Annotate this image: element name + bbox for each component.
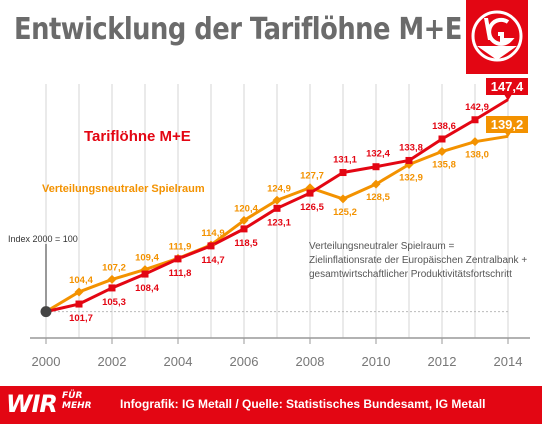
data-label: 138,6 [432,121,456,132]
data-label: 111,8 [169,268,192,279]
x-tick-label: 2012 [428,354,457,369]
data-label: 127,7 [300,171,324,182]
data-label: 132,9 [399,172,423,183]
data-point [306,189,314,197]
legend-spielraum: Verteilungsneutraler Spielraum [42,183,205,195]
data-point [207,242,215,250]
end-label-box-spielraum [486,116,528,133]
data-point [471,116,479,124]
data-point [141,270,149,278]
data-label: 109,4 [135,253,159,264]
end-label-tarifloehne: 147,4 [491,79,524,94]
data-point [339,169,347,177]
baseline-label: Index 2000 = 100 [8,234,78,244]
data-label: 111,9 [169,241,192,252]
data-point [437,147,447,157]
data-point [239,215,249,225]
data-label: 131,1 [333,155,357,166]
data-label: 138,0 [465,150,489,161]
data-point [371,179,381,189]
data-label: 118,5 [234,238,258,249]
data-label: 142,9 [465,102,489,113]
source-credit: Infografik: IG Metall / Quelle: Statisti… [120,397,486,411]
wir-fuer-mehr-logo: WIR [6,390,58,418]
data-point [438,135,446,143]
note-line-3: gesamtwirtschaftlicher Produktivitätsfor… [309,269,512,280]
data-label: 114,7 [201,255,224,266]
x-tick-label: 2000 [32,354,61,369]
logo-chevron [477,46,517,60]
data-point [338,194,348,204]
data-point [74,287,84,297]
data-label: 125,2 [333,207,357,218]
data-label: 114,9 [201,228,224,239]
data-point [75,300,83,308]
data-label: 107,2 [102,262,126,273]
x-tick-label: 2004 [164,354,193,369]
data-label: 135,8 [432,160,456,171]
data-label: 132,4 [366,149,390,160]
data-label: 126,5 [300,202,324,213]
data-label: 120,4 [234,203,258,214]
data-point [108,284,116,292]
data-point [272,195,282,205]
wir-small-line-2: MEHR [62,401,92,411]
data-point [405,156,413,164]
wir-fuer-mehr-small: FÜR MEHR [62,391,92,411]
data-point [470,137,480,147]
data-label: 104,4 [69,275,93,286]
ig-metall-logo [466,0,528,74]
data-label: 108,4 [135,283,159,294]
x-tick-label: 2010 [362,354,391,369]
data-point [174,255,182,263]
data-label: 124,9 [267,183,291,194]
x-tick-label: 2006 [230,354,259,369]
note-line-1: Verteilungsneutraler Spielraum = [309,241,455,252]
end-label-box-tarifloehne [486,78,528,95]
data-point [273,204,281,212]
footer-bar: WIR FÜR MEHR Infografik: IG Metall / Que… [0,386,542,424]
data-label: 123,1 [267,217,291,228]
x-tick-label: 2014 [494,354,523,369]
legend-tarifloehne: Tariflöhne M+E [84,128,191,145]
data-point [107,274,117,284]
data-label: 101,7 [69,313,93,324]
x-tick-label: 2008 [296,354,325,369]
line-chart: 2000 2002 2004 2006 2008 2010 2012 2014 101,7 105… [30,78,530,369]
wir-small-line-1: FÜR [62,391,83,401]
data-label: 105,3 [102,297,126,308]
origin-point [40,306,52,318]
end-label-spielraum: 139,2 [491,117,524,132]
data-label: 133,8 [399,142,423,153]
x-tick-label: 2002 [98,354,127,369]
logo-g-stroke [487,17,515,46]
data-point [240,225,248,233]
data-point [372,163,380,171]
data-label: 128,5 [366,192,390,203]
page-title: Entwicklung der Tariflöhne M+E [14,12,462,47]
definition-note: Verteilungsneutraler Spielraum = Zielinf… [309,240,527,282]
note-line-2: Zielinflationsrate der Europäischen Zent… [309,255,528,266]
